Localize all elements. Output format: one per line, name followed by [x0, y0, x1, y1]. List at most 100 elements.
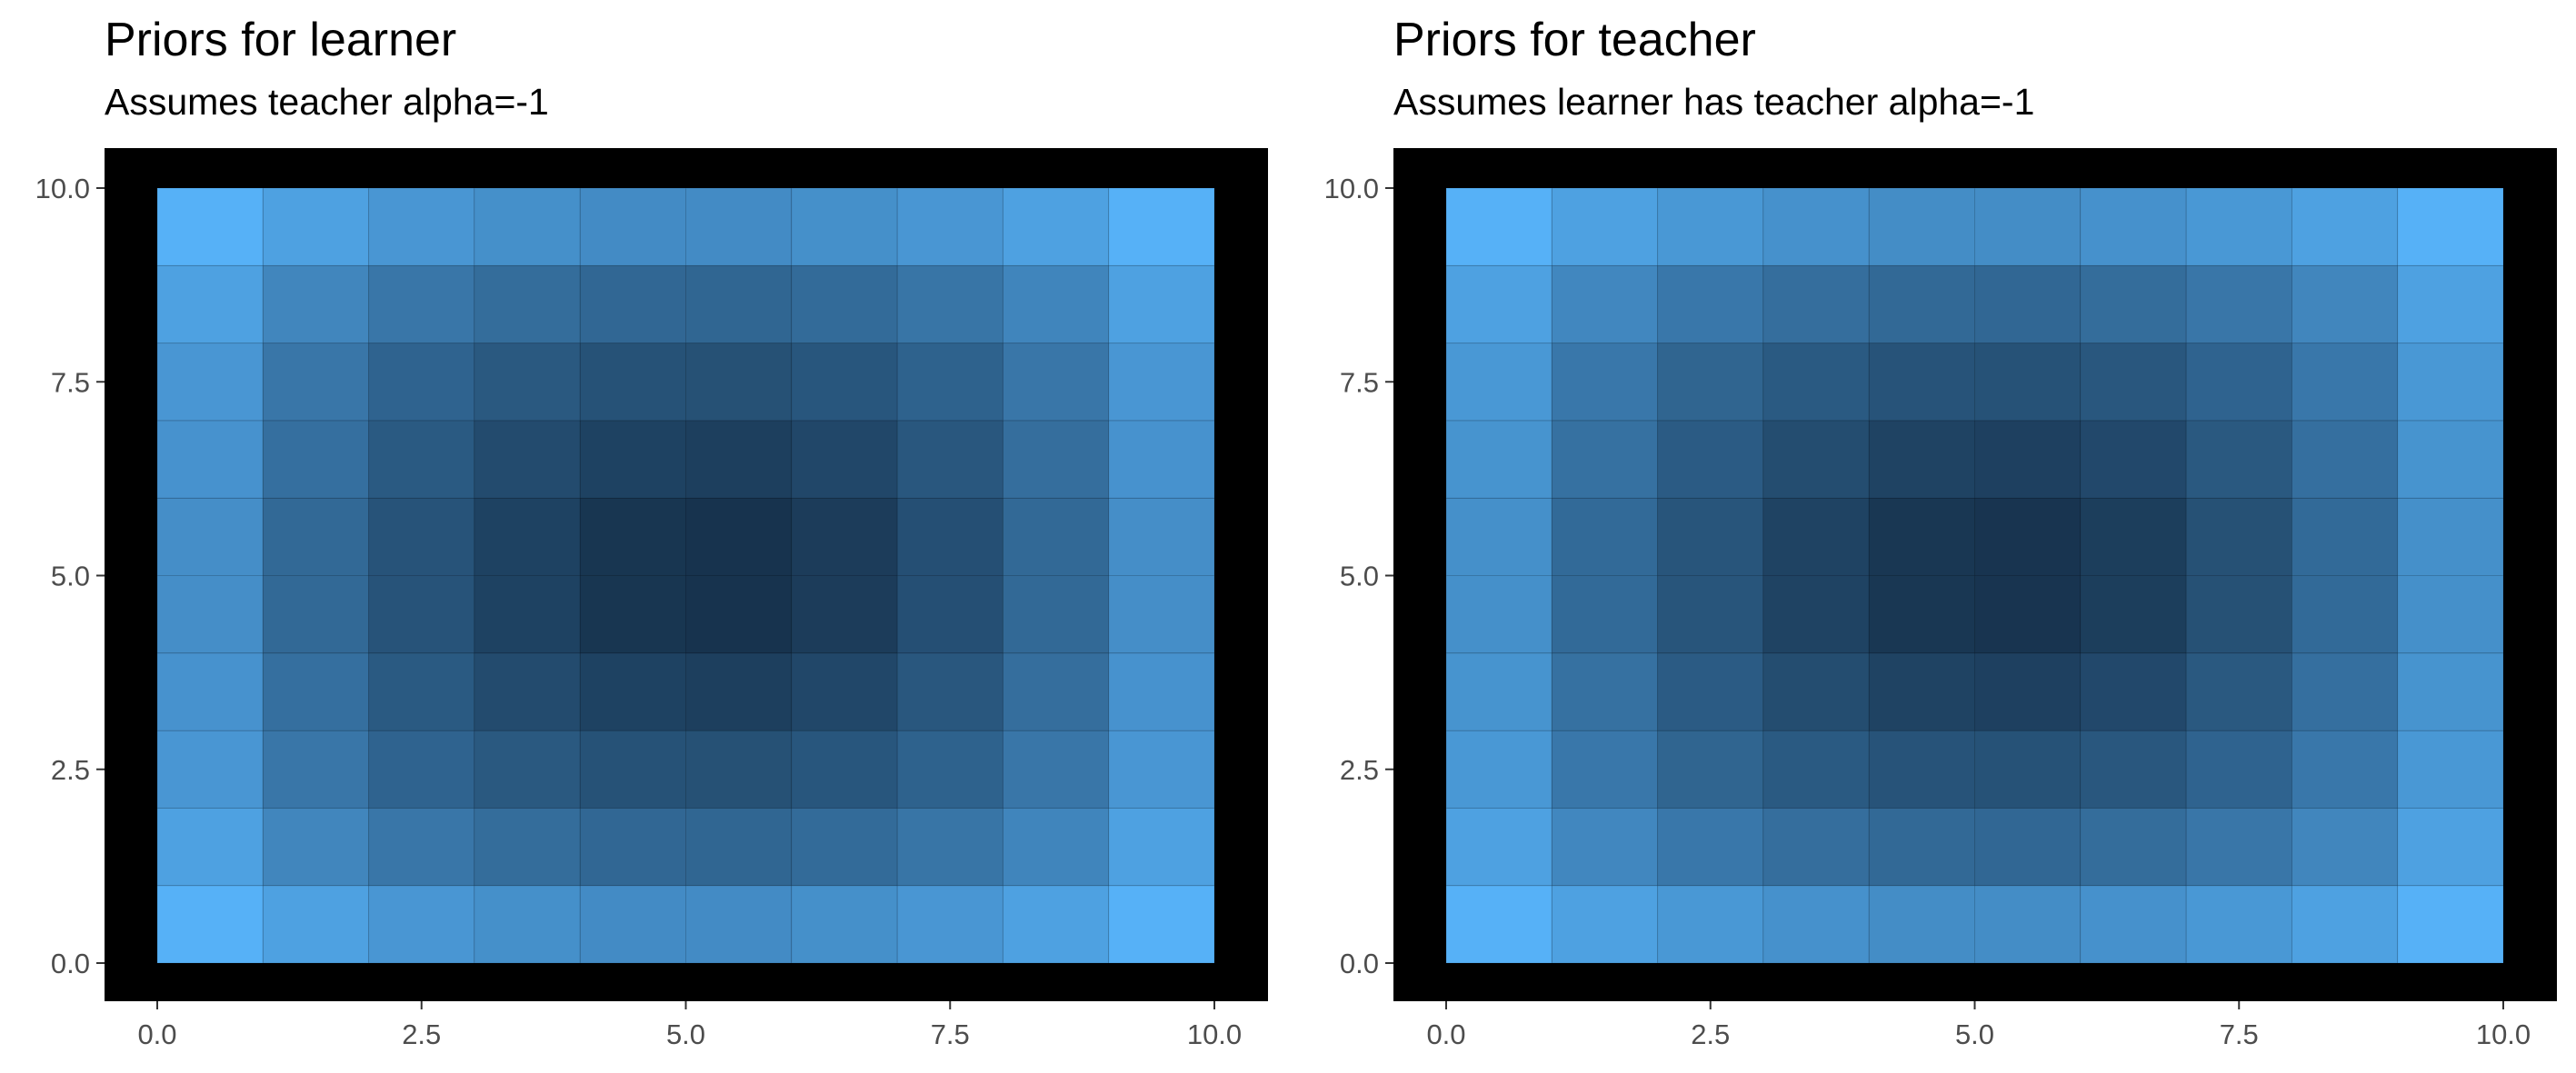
- heatmap-cell: [368, 575, 475, 654]
- heatmap-cell: [791, 264, 898, 344]
- heatmap-cell: [791, 885, 898, 964]
- heatmap-cell: [579, 343, 687, 422]
- heatmap-cell: [1868, 730, 1976, 809]
- heatmap-cell: [1551, 187, 1659, 266]
- heatmap-cell: [2291, 420, 2399, 499]
- heatmap-cell: [896, 187, 1003, 266]
- chart-title: Priors for teacher: [1393, 14, 1756, 66]
- x-tick-label: 7.5: [931, 1018, 970, 1050]
- heatmap-cell: [896, 730, 1003, 809]
- heatmap-cell: [2397, 343, 2504, 422]
- heatmap-cell: [1868, 885, 1976, 964]
- y-tick-label: 7.5: [1340, 366, 1379, 398]
- heatmap-cell: [474, 187, 581, 266]
- heatmap-cell: [1974, 730, 2082, 809]
- heatmap-cell: [2080, 187, 2187, 266]
- heatmap-cell: [1974, 497, 2082, 577]
- heatmap-cell: [1108, 187, 1215, 266]
- heatmap-cell: [1974, 264, 2082, 344]
- heatmap-cell: [262, 575, 370, 654]
- heatmap-cell: [1868, 264, 1976, 344]
- heatmap-cell: [1657, 652, 1764, 731]
- heatmap-cell: [1762, 497, 1870, 577]
- heatmap-cell: [1868, 497, 1976, 577]
- heatmap-cell: [1002, 264, 1110, 344]
- heatmap-cell: [1445, 264, 1553, 344]
- heatmap-cell: [1974, 807, 2082, 887]
- heatmap-cell: [2080, 730, 2187, 809]
- heatmap-cell: [579, 652, 687, 731]
- heatmap-cell: [685, 652, 793, 731]
- heatmap-cell: [791, 343, 898, 422]
- heatmap-plot-teacher: 0.0 2.5 5.0 7.5 10.0 0.0 2.5 5.0 7.5 10.0: [1324, 148, 2557, 1050]
- heatmap-cell: [2185, 420, 2292, 499]
- heatmap-cell: [1445, 420, 1553, 499]
- heatmap-cell: [2397, 807, 2504, 887]
- heatmap-cell: [1974, 652, 2082, 731]
- heatmap-cell: [1551, 575, 1659, 654]
- heatmap-cell: [2185, 885, 2292, 964]
- heatmap-cell: [1002, 343, 1110, 422]
- heatmap-cell: [685, 420, 793, 499]
- heatmap-cell: [1868, 420, 1976, 499]
- heatmap-cell: [262, 187, 370, 266]
- heatmap-cell: [2397, 420, 2504, 499]
- heatmap-cell: [1445, 575, 1553, 654]
- heatmap-cell: [2291, 652, 2399, 731]
- heatmap-cell: [474, 885, 581, 964]
- heatmap-cell: [1974, 885, 2082, 964]
- heatmap-cell: [896, 264, 1003, 344]
- heatmap-cell: [791, 575, 898, 654]
- x-tick-label: 10.0: [2476, 1018, 2531, 1050]
- heatmap-cell: [2185, 652, 2292, 731]
- y-tick-label: 5.0: [51, 561, 90, 592]
- heatmap-cell: [1445, 652, 1553, 731]
- heatmap-cell: [368, 343, 475, 422]
- heatmap-cell: [474, 730, 581, 809]
- heatmap-cell: [2185, 187, 2292, 266]
- heatmap-cell: [685, 807, 793, 887]
- heatmap-cell: [791, 730, 898, 809]
- heatmap-cell: [579, 807, 687, 887]
- heatmap-cell: [1108, 807, 1215, 887]
- heatmap-cell: [1445, 807, 1553, 887]
- heatmap-cell: [1551, 497, 1659, 577]
- heatmap-cell: [896, 652, 1003, 731]
- heatmap-cell: [791, 652, 898, 731]
- heatmap-cell: [1002, 730, 1110, 809]
- heatmap-cell: [262, 264, 370, 344]
- y-tick-label: 10.0: [1324, 173, 1379, 204]
- heatmap-cell: [1868, 575, 1976, 654]
- heatmap-cell: [156, 343, 264, 422]
- heatmap-cell: [2291, 885, 2399, 964]
- heatmap-cell: [1445, 730, 1553, 809]
- chart-subtitle: Assumes learner has teacher alpha=-1: [1393, 81, 2035, 123]
- heatmap-cell: [896, 885, 1003, 964]
- heatmap-cell: [1002, 420, 1110, 499]
- heatmap-cell: [1108, 885, 1215, 964]
- heatmap-cell: [1974, 420, 2082, 499]
- heatmap-cell: [2185, 497, 2292, 577]
- heatmap-cell: [262, 420, 370, 499]
- heatmap-cell: [2291, 807, 2399, 887]
- heatmap-cell: [1868, 343, 1976, 422]
- heatmap-cell: [1002, 575, 1110, 654]
- heatmap-cell: [1108, 575, 1215, 654]
- heatmap-cell: [1657, 575, 1764, 654]
- heatmap-cell: [474, 264, 581, 344]
- heatmap-cell: [474, 807, 581, 887]
- heatmap-cell: [1551, 420, 1659, 499]
- heatmap-plot-learner: 0.0 2.5 5.0 7.5 10.0 0.0 2.5 5.0 7.5 10.0: [35, 148, 1268, 1050]
- heatmap-cell: [1445, 885, 1553, 964]
- heatmap-cell: [579, 420, 687, 499]
- heatmap-cell: [1762, 343, 1870, 422]
- heatmap-cell: [579, 730, 687, 809]
- heatmap-cell: [1445, 497, 1553, 577]
- heatmap-cell: [1002, 497, 1110, 577]
- heatmap-cell: [368, 497, 475, 577]
- heatmap-cell: [156, 420, 264, 499]
- y-tick-label: 5.0: [1340, 561, 1379, 592]
- heatmap-cell: [1762, 730, 1870, 809]
- heatmap-cell: [896, 807, 1003, 887]
- x-tick-label: 0.0: [137, 1018, 176, 1050]
